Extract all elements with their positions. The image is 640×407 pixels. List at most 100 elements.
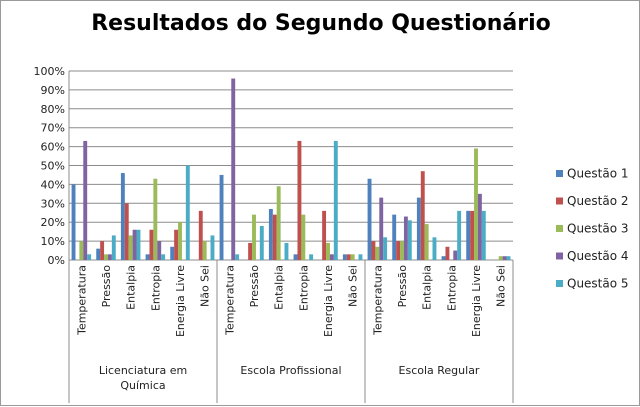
bar-questao-1-14 [392,214,397,260]
x-tick-label: Entalpia [125,265,138,310]
bar-questao-4-11 [329,254,334,260]
bar-questao-1-10 [293,254,298,260]
x-tick-label: Entropia [149,265,162,311]
bar-questao-3-11 [326,242,330,260]
bar-questao-1-3 [120,173,125,260]
bar-questao-2-11 [322,210,327,260]
y-tick-label: 80% [41,103,65,116]
x-tick-label: Temperatura [371,265,384,336]
bar-questao-5-16 [457,210,462,260]
bar-questao-5-5 [185,165,190,260]
bar-questao-4-4 [157,241,162,260]
legend-label-questao-2: Questão 2 [567,194,629,208]
bar-questao-2-16 [445,246,450,260]
bar-questao-1-1 [71,184,76,260]
bar-questao-5-11 [333,140,338,260]
bar-questao-3-12 [350,254,355,260]
bar-questao-2-14 [396,241,401,260]
bar-questao-1-2 [96,248,101,260]
bar-questao-4-18 [502,256,507,260]
x-tick-label: Energia Livre [322,265,335,337]
bar-questao-3-4 [153,178,158,260]
x-tick-label: Não Sei [347,265,360,307]
bar-questao-3-15 [424,224,429,260]
legend-label-questao-3: Questão 3 [567,222,629,236]
bar-questao-5-6 [210,235,215,260]
bar-questao-5-14 [407,220,412,260]
bar-questao-3-1 [79,241,84,260]
bar-questao-3-17 [474,148,478,260]
legend-label-questao-4: Questão 4 [567,249,629,263]
y-tick-label: 90% [41,84,65,97]
y-tick-label: 30% [41,197,65,210]
bar-questao-2-8 [248,242,253,260]
y-tick-label: 40% [41,178,65,191]
bar-questao-4-7 [231,78,236,260]
bar-questao-3-3 [128,235,133,260]
bar-questao-4-17 [477,193,482,260]
bar-questao-2-17 [470,210,475,260]
bar-questao-3-2 [104,254,108,260]
bar-questao-1-5 [170,246,175,260]
x-tick-label: Entropia [297,265,310,311]
bar-questao-5-7 [235,254,240,260]
bar-questao-3-6 [202,241,207,260]
x-tick-label: Entropia [445,265,458,311]
x-tick-label: Pressão [396,265,409,308]
bar-questao-5-10 [309,254,314,260]
group-label: Escola Profissional [240,364,341,377]
bar-questao-1-13 [367,178,372,260]
group-label: Escola Regular [399,364,480,377]
bar-questao-5-8 [259,225,264,260]
group-label: Licenciatura em [99,364,187,377]
bar-questao-5-17 [481,210,486,260]
bar-questao-4-14 [403,216,408,260]
bar-questao-3-18 [498,256,503,260]
bar-questao-5-3 [136,229,141,260]
y-tick-label: 70% [41,122,65,135]
bar-questao-4-2 [107,254,112,260]
bar-questao-2-15 [420,171,425,260]
bar-questao-5-2 [111,235,116,260]
legend-label-questao-1: Questão 1 [567,167,629,181]
bar-questao-5-1 [87,254,92,260]
bar-questao-3-5 [178,222,182,260]
bar-questao-2-5 [174,229,179,260]
y-tick-label: 10% [41,235,65,248]
y-tick-label: 100% [34,65,65,78]
bar-questao-1-15 [416,197,421,260]
y-tick-label: 60% [41,141,65,154]
bar-questao-5-9 [284,242,289,260]
bar-questao-2-13 [371,241,376,260]
bar-questao-2-12 [346,254,351,260]
x-tick-label: Energia Livre [174,265,187,337]
bar-questao-2-2 [100,241,105,260]
bar-questao-4-1 [83,140,88,260]
bar-questao-4-16 [453,250,458,260]
bar-questao-5-13 [383,237,388,260]
bar-questao-2-6 [198,210,203,260]
x-tick-label: Entalpia [421,265,434,310]
bar-questao-3-10 [301,214,306,260]
bar-questao-5-12 [358,254,363,260]
bar-questao-1-4 [145,254,150,260]
bar-questao-5-15 [432,237,437,260]
x-tick-label: Não Sei [495,265,508,307]
legend-swatch-questao-2 [556,197,563,205]
legend-swatch-questao-4 [556,252,563,260]
x-tick-label: Pressão [100,265,113,308]
bar-questao-5-18 [506,256,511,260]
x-tick-label: Não Sei [199,265,212,307]
x-tick-label: Pressão [248,265,261,308]
bar-questao-3-14 [400,241,404,260]
bar-questao-5-4 [161,254,166,260]
bar-questao-1-9 [268,208,273,260]
bar-questao-3-13 [375,246,380,260]
bar-questao-2-9 [272,214,277,260]
legend-swatch-questao-3 [556,225,563,232]
y-tick-label: 50% [41,160,65,173]
bar-questao-4-13 [379,197,384,260]
group-label: Química [120,379,165,392]
legend-swatch-questao-5 [556,280,563,287]
